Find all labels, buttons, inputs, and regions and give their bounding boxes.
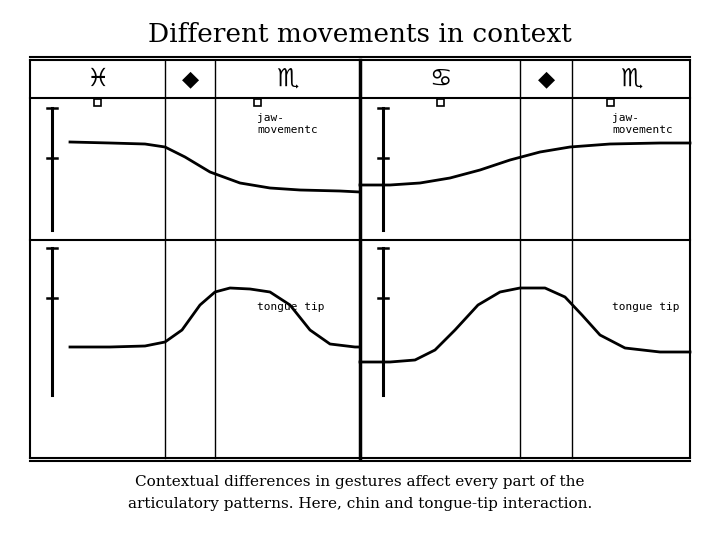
Bar	[436, 98, 444, 105]
Text: jaw-
movementc: jaw- movementc	[612, 113, 672, 134]
Text: ♏: ♏	[276, 67, 298, 91]
Text: articulatory patterns. Here, chin and tongue-tip interaction.: articulatory patterns. Here, chin and to…	[128, 497, 592, 511]
Bar	[94, 98, 101, 105]
Bar	[606, 98, 613, 105]
Text: ♋: ♋	[429, 67, 451, 91]
Bar	[253, 98, 261, 105]
Text: ◆: ◆	[181, 69, 199, 89]
Text: ◆: ◆	[537, 69, 554, 89]
Text: tongue tip: tongue tip	[612, 302, 680, 312]
Text: ♓: ♓	[86, 67, 108, 91]
Text: ♏: ♏	[620, 67, 642, 91]
Text: jaw-
movementc: jaw- movementc	[257, 113, 318, 134]
Text: tongue tip: tongue tip	[257, 302, 325, 312]
Text: Contextual differences in gestures affect every part of the: Contextual differences in gestures affec…	[135, 475, 585, 489]
Text: Different movements in context: Different movements in context	[148, 23, 572, 48]
